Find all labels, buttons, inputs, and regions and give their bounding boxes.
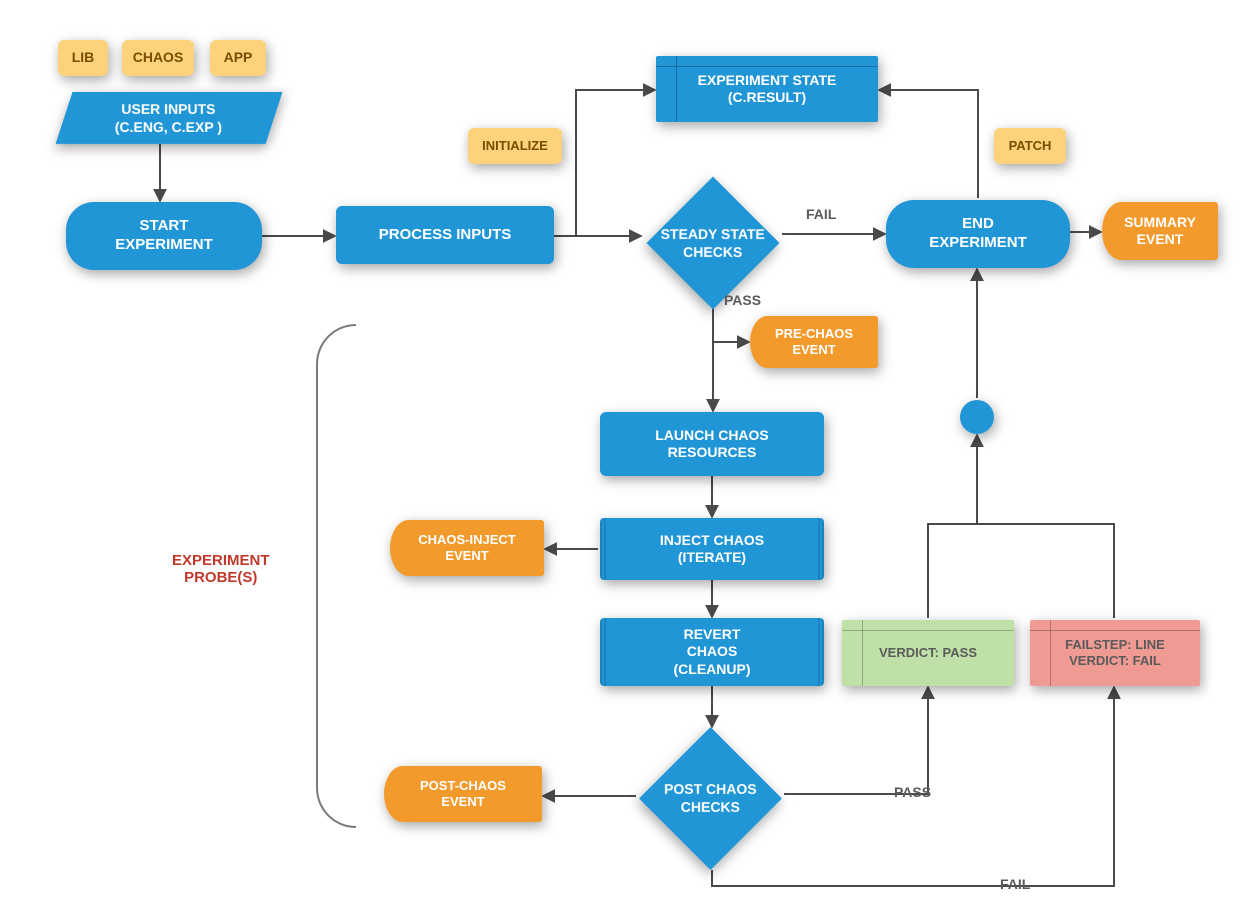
node-chaos_inject-label: CHAOS-INJECT EVENT [418, 532, 516, 565]
node-ssc-label: STEADY STATE CHECKS [661, 226, 765, 261]
node-revert: REVERT CHAOS (CLEANUP) [600, 618, 824, 686]
node-launch: LAUNCH CHAOS RESOURCES [600, 412, 824, 476]
node-launch-label: LAUNCH CHAOS RESOURCES [655, 427, 769, 462]
node-chaos_tag-label: CHAOS [133, 49, 184, 67]
node-prechaos-label: PRE-CHAOS EVENT [775, 326, 853, 359]
node-chaos_tag: CHAOS [122, 40, 194, 76]
edge-pass_card-junction [928, 524, 1114, 618]
node-start-label: START EXPERIMENT [115, 217, 213, 255]
node-initialize: INITIALIZE [468, 128, 562, 164]
node-exp_state-label: EXPERIMENT STATE (C.RESULT) [698, 72, 837, 107]
node-summary: SUMMARY EVENT [1102, 202, 1218, 260]
node-process-label: PROCESS INPUTS [379, 226, 512, 245]
node-prechaos: PRE-CHAOS EVENT [750, 316, 878, 368]
node-patch: PATCH [994, 128, 1066, 164]
label-probes: EXPERIMENT PROBE(S) [172, 552, 270, 586]
node-app_tag-label: APP [224, 49, 253, 67]
edge-process-exp_state [576, 90, 654, 236]
node-junction [960, 400, 994, 434]
node-exp_state: EXPERIMENT STATE (C.RESULT) [656, 56, 878, 122]
label-fail1: FAIL [806, 206, 836, 222]
node-fail_card: FAILSTEP: LINE VERDICT: FAIL [1030, 620, 1200, 686]
node-process: PROCESS INPUTS [336, 206, 554, 264]
node-end: END EXPERIMENT [886, 200, 1070, 268]
node-revert-label: REVERT CHAOS (CLEANUP) [674, 626, 751, 679]
node-pass_card-label: VERDICT: PASS [879, 645, 977, 661]
node-chaos_inject: CHAOS-INJECT EVENT [390, 520, 544, 576]
node-start: START EXPERIMENT [66, 202, 262, 270]
node-initialize-label: INITIALIZE [482, 138, 548, 154]
node-app_tag: APP [210, 40, 266, 76]
node-inject-label: INJECT CHAOS (ITERATE) [660, 532, 764, 567]
node-ssc: STEADY STATE CHECKS [647, 177, 780, 310]
node-lib_tag-label: LIB [72, 49, 95, 67]
node-pass_card: VERDICT: PASS [842, 620, 1014, 686]
node-postchaos: POST-CHAOS EVENT [384, 766, 542, 822]
node-postchaos-label: POST-CHAOS EVENT [420, 778, 506, 811]
edge-pcc-pass_card [784, 688, 928, 794]
node-user_inputs: USER INPUTS (C.ENG, C.EXP ) [56, 92, 283, 144]
label-pass2: PASS [894, 784, 931, 800]
node-inject: INJECT CHAOS (ITERATE) [600, 518, 824, 580]
node-user_inputs-label: USER INPUTS (C.ENG, C.EXP ) [115, 101, 222, 136]
node-pcc-label: POST CHAOS CHECKS [664, 780, 757, 815]
node-lib_tag: LIB [58, 40, 108, 76]
node-pcc: POST CHAOS CHECKS [639, 727, 782, 870]
flowchart-canvas: LIB CHAOS APP USER INPUTS (C.ENG, C.EXP ) ST… [0, 0, 1240, 920]
edge-fail_card-junction [928, 524, 1114, 618]
node-summary-label: SUMMARY EVENT [1124, 214, 1196, 249]
label-pass1: PASS [724, 292, 761, 308]
probes-brace [316, 324, 356, 828]
edge-ssc-prechaos [713, 308, 748, 342]
node-end-label: END EXPERIMENT [929, 215, 1027, 253]
label-fail2: FAIL [1000, 876, 1030, 892]
node-fail_card-label: FAILSTEP: LINE VERDICT: FAIL [1065, 637, 1165, 670]
edge-end-exp_state [880, 90, 978, 198]
node-patch-label: PATCH [1009, 138, 1052, 154]
